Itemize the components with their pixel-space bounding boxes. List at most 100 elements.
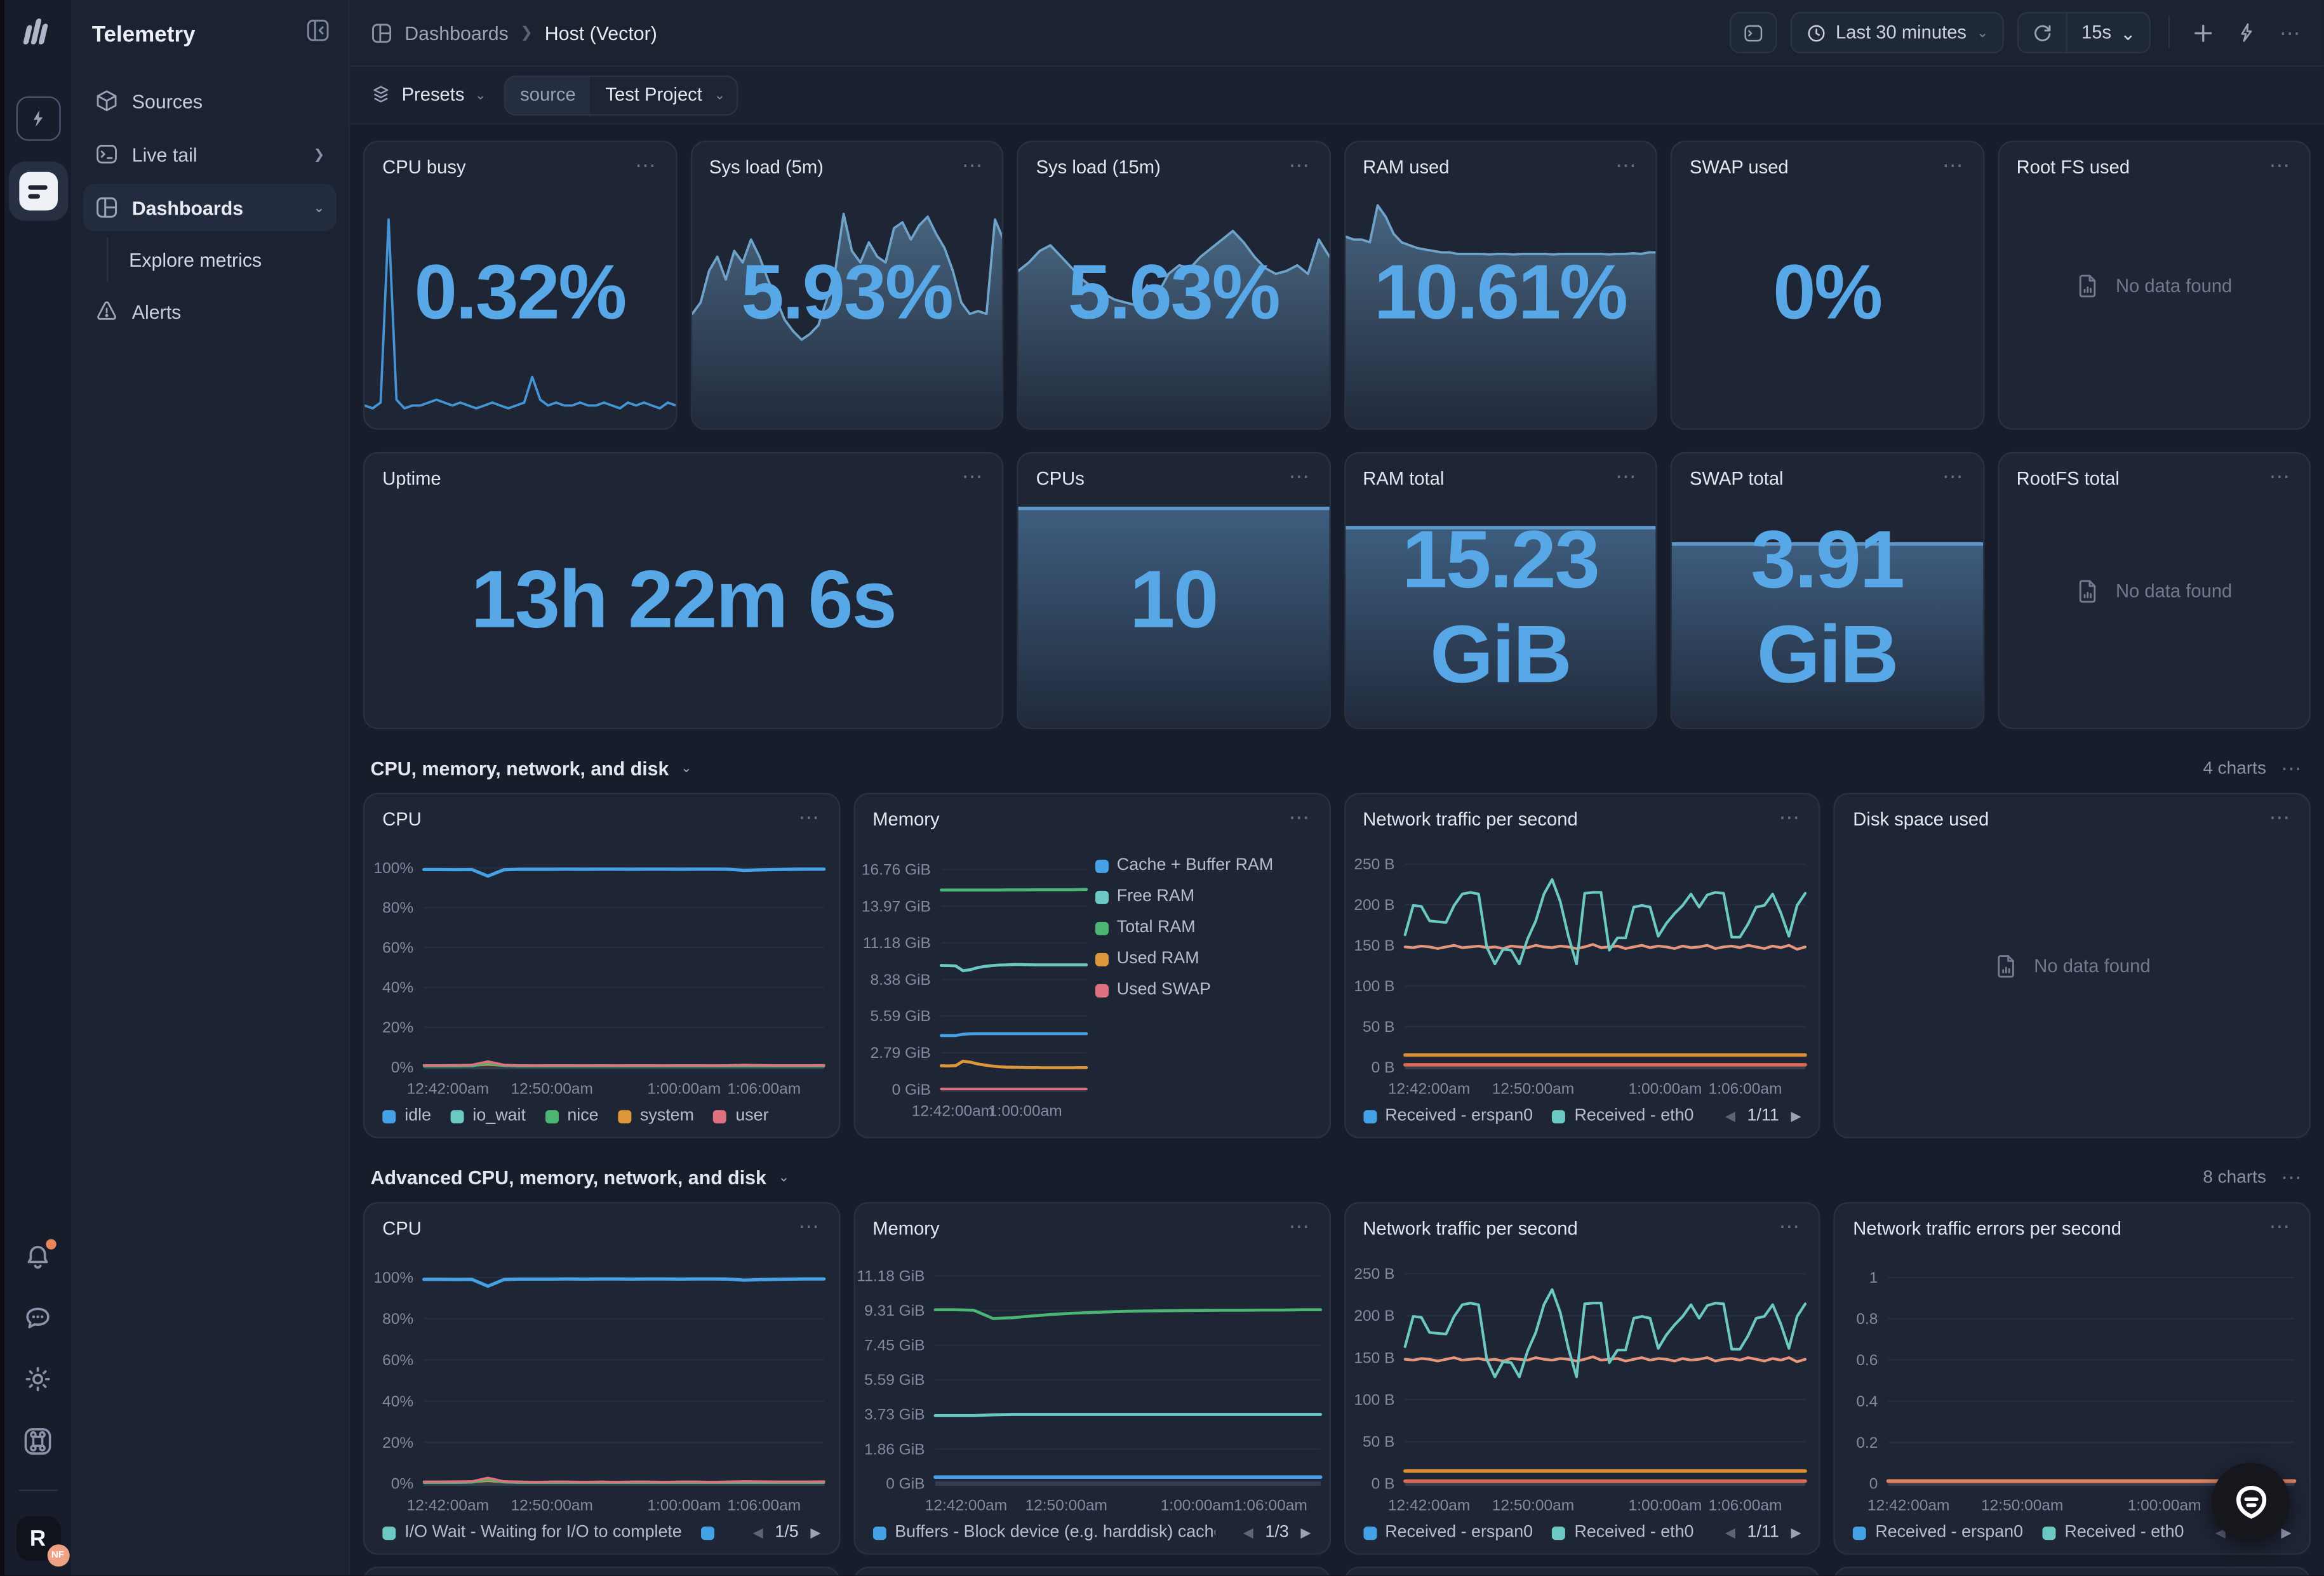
legend-item[interactable]: Received - eth0 — [2042, 1524, 2184, 1542]
panel-menu-button[interactable]: ⋯ — [1289, 1219, 1311, 1233]
panel-menu-button[interactable]: ⋯ — [1779, 1219, 1801, 1233]
legend-item[interactable]: Used RAM — [1095, 950, 1314, 968]
panel-menu-button[interactable]: ⋯ — [635, 157, 657, 171]
advanced-network-line-chart[interactable]: 0 B50 B100 B150 B200 B250 B12:42:00am12:… — [1345, 1239, 1819, 1519]
chat-widget-button[interactable] — [2212, 1463, 2290, 1542]
legend-item[interactable]: Received - erspan0 — [1853, 1524, 2023, 1542]
refresh-interval-select[interactable]: 15s ⌄ — [2068, 13, 2149, 52]
legend-item[interactable]: io_wait — [450, 1107, 526, 1125]
legend-item[interactable]: Received - erspan0 — [1363, 1524, 1533, 1542]
sidebar: Telemetry Sources Live tail ❯ Dashboards… — [71, 0, 350, 1575]
section-toggle[interactable]: CPU, memory, network, and disk⌄ — [371, 757, 692, 779]
panel-menu-button[interactable]: ⋯ — [799, 809, 821, 824]
panel-title: RootFS total — [2017, 469, 2120, 490]
panel-menu-button[interactable]: ⋯ — [2269, 809, 2292, 824]
section-menu-button[interactable]: ⋯ — [2281, 1170, 2303, 1184]
quick-actions-icon[interactable] — [16, 97, 60, 141]
svg-text:100%: 100% — [374, 860, 414, 877]
legend-item[interactable]: Free RAM — [1095, 888, 1314, 905]
legend-item[interactable]: system — [618, 1107, 694, 1125]
pager-prev-icon[interactable]: ◀ — [1725, 1525, 1735, 1541]
topbar-controls: Last 30 minutes ⌄ 15s ⌄ — [1729, 12, 2306, 53]
panel-menu-button[interactable]: ⋯ — [1289, 809, 1311, 824]
legend-item[interactable]: Received - eth0 — [1552, 1107, 1693, 1125]
rail-footer: R NF — [16, 1243, 60, 1561]
sidebar-item-sources[interactable]: Sources — [83, 77, 337, 124]
panel-menu-button[interactable]: ⋯ — [1942, 157, 1965, 171]
refresh-button[interactable] — [2019, 13, 2068, 52]
legend-item[interactable]: Buffers - Block device (e.g. harddisk) c… — [872, 1524, 1215, 1542]
add-panel-button[interactable] — [2187, 22, 2219, 44]
network-line-chart[interactable]: 0 B50 B100 B150 B200 B250 B12:42:00am12:… — [1345, 830, 1819, 1102]
console-button[interactable] — [1729, 12, 1777, 53]
panel-menu-button[interactable]: ⋯ — [2269, 1219, 2292, 1233]
panel-menu-button[interactable]: ⋯ — [2269, 157, 2292, 171]
advanced-memory-line-chart[interactable]: 0 GiB1.86 GiB3.73 GiB5.59 GiB7.45 GiB9.3… — [855, 1239, 1328, 1519]
legend-item[interactable]: Used SWAP — [1095, 981, 1314, 999]
notifications-button[interactable] — [23, 1243, 51, 1279]
panel-menu-button[interactable]: ⋯ — [1289, 469, 1311, 483]
time-range-picker[interactable]: Last 30 minutes ⌄ — [1790, 12, 2005, 53]
sidebar-item-label: Dashboards — [132, 196, 243, 218]
legend-item[interactable]: Received - eth0 — [1552, 1524, 1693, 1542]
legend-item[interactable]: user — [713, 1107, 768, 1125]
pager-prev-icon[interactable]: ◀ — [753, 1525, 763, 1541]
legend-item[interactable]: Idle — [701, 1524, 725, 1542]
legend-item[interactable]: idle — [382, 1107, 431, 1125]
panel-menu-button[interactable]: ⋯ — [1779, 809, 1801, 824]
sidebar-item-alerts[interactable]: Alerts — [83, 288, 337, 335]
pager-prev-icon[interactable]: ◀ — [1243, 1525, 1253, 1541]
no-data-message: No data found — [1835, 794, 2309, 1137]
more-options-button[interactable]: ⋯ — [2275, 25, 2306, 40]
memory-line-chart[interactable]: 0 GiB2.79 GiB5.59 GiB8.38 GiB11.18 GiB13… — [861, 833, 1095, 1125]
legend-item[interactable]: Received - erspan0 — [1363, 1107, 1533, 1125]
stat-row-2: Uptime⋯ 13h 22m 6s CPUs⋯ 10 RAM total⋯ 1… — [363, 452, 2311, 729]
section-toggle[interactable]: Advanced CPU, memory, network, and disk⌄ — [371, 1166, 790, 1188]
stat-value: 0.32% — [364, 248, 675, 337]
panel-menu-button[interactable]: ⋯ — [962, 157, 984, 171]
svg-text:13.97 GiB: 13.97 GiB — [861, 898, 930, 915]
presets-label: Presets — [402, 84, 465, 105]
quick-action-button[interactable] — [2232, 22, 2262, 43]
legend-item[interactable]: Total RAM — [1095, 919, 1314, 937]
sidebar-item-explore-metrics[interactable]: Explore metrics — [107, 237, 337, 281]
legend-item[interactable]: Cache + Buffer RAM — [1095, 857, 1314, 874]
svg-text:12:42:00am: 12:42:00am — [407, 1081, 489, 1098]
legend-item[interactable]: nice — [545, 1107, 598, 1125]
pager-next-icon[interactable]: ▶ — [1300, 1525, 1311, 1541]
panel-menu-button[interactable]: ⋯ — [962, 469, 984, 483]
theme-toggle-button[interactable] — [23, 1365, 51, 1401]
panel-menu-button[interactable]: ⋯ — [2269, 469, 2292, 483]
app-logo-icon[interactable] — [18, 15, 57, 55]
telemetry-rail-item[interactable] — [8, 161, 67, 220]
panel-menu-button[interactable]: ⋯ — [1942, 469, 1965, 483]
shortcuts-button[interactable] — [22, 1426, 53, 1464]
cpu-line-chart[interactable]: 0%20%40%60%80%100%12:42:00am12:50:00am1:… — [364, 830, 838, 1102]
sidebar-item-label: Explore metrics — [129, 248, 262, 270]
source-filter[interactable]: source Test Project ⌄ — [504, 75, 738, 115]
pager-next-icon[interactable]: ▶ — [810, 1525, 820, 1541]
top-bar: Dashboards ❯ Host (Vector) Last 30 minut… — [350, 0, 2324, 67]
section-menu-button[interactable]: ⋯ — [2281, 760, 2303, 775]
pager-next-icon[interactable]: ▶ — [1791, 1108, 1801, 1125]
sidebar-item-dashboards[interactable]: Dashboards ⌄ — [83, 184, 337, 231]
user-avatar[interactable]: R NF — [16, 1516, 60, 1561]
charts-row-1: CPU⋯ 0%20%40%60%80%100%12:42:00am12:50:0… — [363, 793, 2311, 1139]
pager-prev-icon[interactable]: ◀ — [1725, 1108, 1735, 1125]
sidebar-item-live-tail[interactable]: Live tail ❯ — [83, 130, 337, 178]
panel-menu-button[interactable]: ⋯ — [1615, 157, 1638, 171]
pager-next-icon[interactable]: ▶ — [1791, 1525, 1801, 1541]
panel-title: Uptime — [382, 469, 441, 490]
pager-next-icon[interactable]: ▶ — [2281, 1525, 2291, 1541]
presets-dropdown[interactable]: Presets ⌄ — [371, 84, 486, 105]
panel-menu-button[interactable]: ⋯ — [799, 1219, 821, 1233]
advanced-cpu-line-chart[interactable]: 0%20%40%60%80%100%12:42:00am12:50:00am1:… — [364, 1239, 838, 1519]
panel-title: Network traffic per second — [1363, 809, 1577, 830]
legend-item[interactable]: I/O Wait - Waiting for I/O to complete — [382, 1524, 682, 1542]
breadcrumb-root[interactable]: Dashboards — [404, 22, 509, 44]
feedback-button[interactable] — [23, 1304, 51, 1340]
panel-menu-button[interactable]: ⋯ — [1615, 469, 1638, 483]
svg-text:1:00:00am: 1:00:00am — [1627, 1497, 1701, 1514]
panel-menu-button[interactable]: ⋯ — [1289, 157, 1311, 171]
collapse-sidebar-icon[interactable] — [305, 18, 331, 50]
